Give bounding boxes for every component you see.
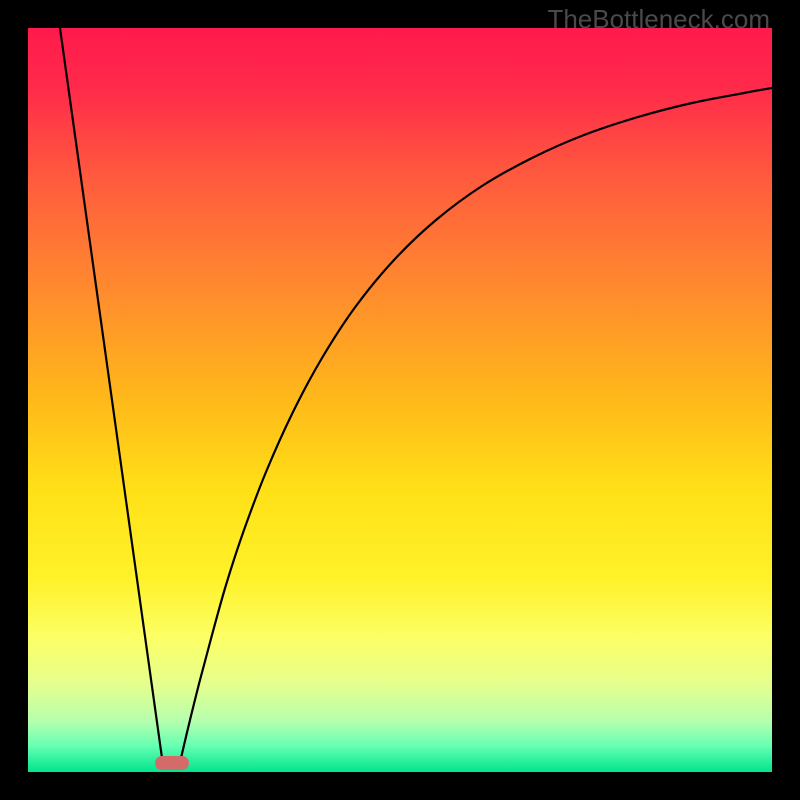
curve-right-branch xyxy=(181,88,772,758)
watermark: TheBottleneck.com xyxy=(547,4,770,35)
optimum-marker xyxy=(155,756,189,770)
curve-overlay xyxy=(0,0,800,800)
chart-container: TheBottleneck.com xyxy=(0,0,800,800)
curve-left-branch xyxy=(60,28,162,758)
